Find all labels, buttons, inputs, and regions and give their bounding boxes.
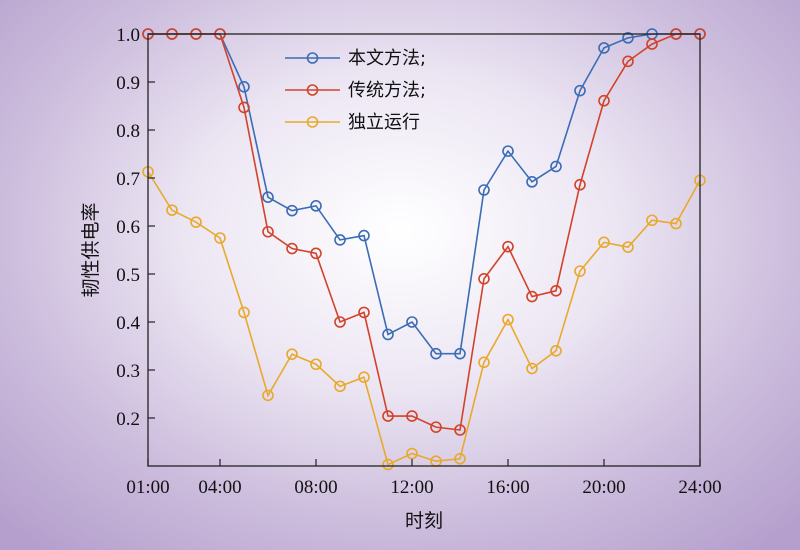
legend: 本文方法; 传统方法; 独立运行 [285,48,426,133]
series-3-point [406,447,418,460]
series-3-point [238,306,250,319]
y-tick-label: 0.8 [116,121,140,142]
series-1-point [598,42,610,54]
series-1-point [382,328,394,341]
legend-label-1: 本文方法; [348,48,426,69]
series-3-point [454,452,466,465]
series-3-point [526,362,538,375]
series-1-point [478,184,490,196]
axis-ticks: 01:00 04:00 08:00 12:00 16:00 20:00 24:00 0.2 0.… [116,25,721,498]
series-3-point [646,214,658,227]
series-1-point [430,347,442,360]
y-tick-label: 0.6 [116,217,140,238]
series-1-point [406,316,418,328]
legend-label-3: 独立运行 [348,112,420,133]
series-3-point [502,313,514,326]
series-line-2 [148,33,700,431]
y-tick-label: 1.0 [116,25,140,46]
x-tick-label: 16:00 [486,477,529,498]
series-2-point [478,272,490,285]
series-3-point [574,265,586,277]
series-2-point [262,225,274,238]
y-tick-label: 0.4 [116,313,140,334]
series-1-point [286,204,298,217]
series-3-point [334,380,346,393]
series-2-point [646,38,658,50]
series-1-point [526,176,538,188]
series-2-point [430,421,442,433]
series-2-point [622,55,634,68]
x-tick-label: 01:00 [126,477,169,498]
y-tick-label: 0.7 [116,169,140,190]
y-tick-label: 0.9 [116,73,140,94]
series-1-point [502,145,514,157]
series-2-point [502,240,514,253]
series-2-point [334,316,346,328]
x-tick-label: 24:00 [678,477,721,498]
series-2-point [574,178,586,191]
series-1-point [334,234,346,246]
series-3-point [310,358,322,371]
x-tick-label: 04:00 [198,477,241,498]
legend-marker-1 [306,52,319,64]
series-2-point [358,306,370,319]
series-2-point [406,410,418,422]
series-3-point [166,204,178,216]
series-3-point [190,216,202,228]
y-axis-label: 韧性供电率 [80,202,102,297]
series-3-point [262,389,274,402]
series-2-point [598,94,610,107]
legend-label-2: 传统方法; [348,80,426,101]
legend-marker-3 [306,116,319,128]
series-3-point [382,458,394,471]
series-1-point [550,160,562,173]
x-axis-label: 时刻 [405,510,443,532]
series-2-point [526,290,538,303]
series-3-point [670,217,682,230]
series-2-point [238,101,250,114]
legend-marker-2 [306,84,319,96]
x-tick-label: 12:00 [390,477,433,498]
series-1-point [574,84,586,97]
y-tick-label: 0.2 [116,409,140,430]
series-3-point [214,232,226,244]
series-1-point [310,200,322,212]
series-1-point [622,32,634,44]
series-3-point [358,371,370,384]
series-2-point [454,424,466,436]
series-3-point [622,241,634,253]
plot-area [142,28,706,471]
series-1-point [358,229,370,242]
x-tick-label: 20:00 [582,477,625,498]
y-tick-label: 0.3 [116,361,140,382]
series-3-point [598,236,610,249]
series-2-point [310,247,322,260]
series-3-point [478,356,490,369]
series-1-point [262,191,274,203]
series-2-point [382,410,394,422]
x-tick-label: 08:00 [294,477,337,498]
series-3-point [286,348,298,360]
series-1-point [238,81,250,93]
series-line-3 [147,171,701,466]
series-2-point [550,284,562,297]
series-3-point [550,344,562,357]
axes-frame [147,33,701,467]
series-1-point [454,347,466,360]
series-2-point [286,242,298,255]
y-tick-label: 0.5 [116,265,140,286]
